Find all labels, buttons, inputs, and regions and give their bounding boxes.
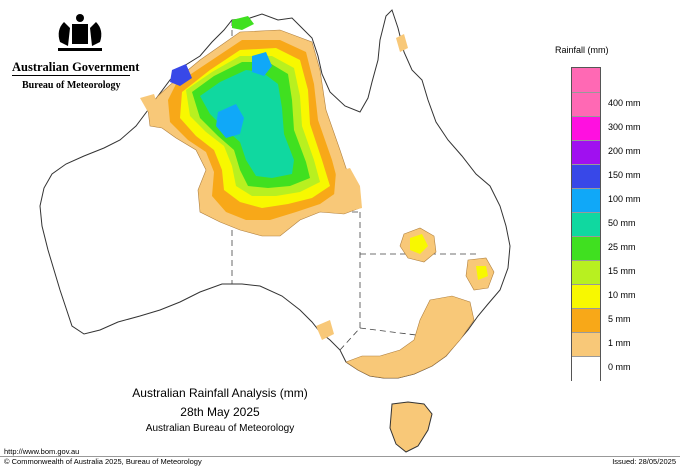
footer-divider — [0, 456, 680, 457]
legend-label: 5 mm — [608, 314, 631, 324]
legend-label: 25 mm — [608, 242, 636, 252]
coat-of-arms-icon — [58, 14, 102, 51]
legend-title: Rainfall (mm) — [555, 45, 609, 55]
legend-swatch — [572, 140, 600, 165]
legend-label: 1 mm — [608, 338, 631, 348]
legend-swatch — [572, 164, 600, 189]
legend-label: 400 mm — [608, 98, 641, 108]
copyright-notice: © Commonwealth of Australia 2025, Bureau… — [4, 457, 202, 466]
website-link[interactable]: http://www.bom.gov.au — [4, 447, 80, 456]
legend-swatch — [572, 188, 600, 213]
legend-label: 50 mm — [608, 218, 636, 228]
legend-swatch — [572, 92, 600, 117]
map-title: Australian Rainfall Analysis (mm) — [132, 386, 308, 400]
legend-swatch — [572, 260, 600, 285]
legend-swatch — [572, 68, 600, 92]
government-title: Australian Government — [12, 60, 140, 74]
legend-label: 150 mm — [608, 170, 641, 180]
legend-label: 15 mm — [608, 266, 636, 276]
legend-swatch — [572, 308, 600, 333]
government-logo — [10, 12, 132, 92]
legend-swatch — [572, 356, 600, 381]
tasmania — [389, 401, 433, 453]
legend-label: 10 mm — [608, 290, 636, 300]
legend-label: 0 mm — [608, 362, 631, 372]
rainfall-north — [147, 16, 361, 237]
rainfall-south — [140, 34, 495, 379]
map-date: 28th May 2025 — [180, 405, 260, 419]
legend-label: 100 mm — [608, 194, 641, 204]
legend-label: 200 mm — [608, 146, 641, 156]
legend-swatch — [572, 116, 600, 141]
legend-swatch — [572, 212, 600, 237]
legend-swatch — [572, 284, 600, 309]
agency-name: Bureau of Meteorology — [22, 80, 121, 91]
legend-swatch — [572, 236, 600, 261]
legend-label: 300 mm — [608, 122, 641, 132]
legend-swatch — [572, 332, 600, 357]
map-source: Australian Bureau of Meteorology — [145, 423, 295, 434]
issued-date: Issued: 28/05/2025 — [612, 457, 676, 466]
header-divider — [12, 75, 130, 76]
legend-color-bar — [571, 67, 601, 381]
